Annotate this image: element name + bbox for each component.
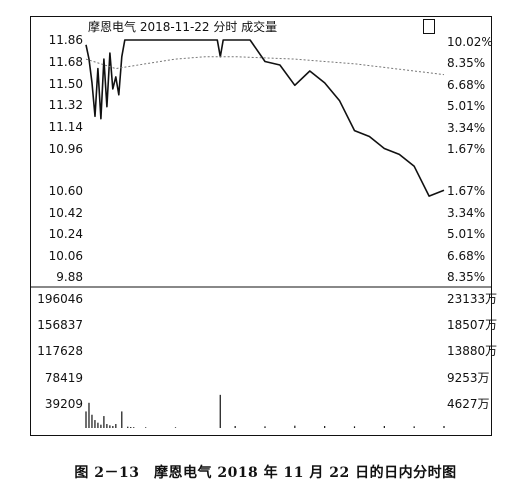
average-price-line — [85, 56, 445, 76]
price-tick-left: 11.14 — [48, 120, 83, 134]
turnover-tick-right: 4627万 — [447, 397, 490, 411]
price-tick-left: 10.42 — [48, 206, 83, 220]
volume-tick-left: 156837 — [37, 318, 83, 332]
chart-title: 摩恩电气 2018-11-22 分时 成交量 — [88, 20, 278, 34]
turnover-tick-right: 23133万 — [447, 292, 498, 306]
percent-tick-right: 8.35% — [447, 270, 486, 284]
percent-tick-right: 6.68% — [447, 78, 486, 92]
price-line — [85, 39, 445, 197]
turnover-tick-right: 18507万 — [447, 318, 498, 332]
price-tick-left: 11.32 — [48, 98, 83, 112]
figure-caption: 图 2－13 摩恩电气 2018 年 11 月 22 日的日内分时图 — [74, 465, 457, 481]
percent-tick-right: 3.34% — [447, 121, 486, 135]
volume-tick-left: 39209 — [44, 397, 83, 411]
price-tick-left: 9.88 — [56, 270, 83, 284]
percent-tick-right: 6.68% — [447, 249, 486, 263]
percent-tick-right: 1.67% — [447, 142, 486, 156]
panel-toggle-icon — [423, 19, 435, 34]
percent-tick-right: 1.67% — [447, 184, 486, 198]
price-tick-left: 10.06 — [48, 249, 83, 263]
percent-tick-right: 10.02% — [447, 35, 493, 49]
percent-tick-right: 8.35% — [447, 56, 486, 70]
price-tick-left: 11.86 — [48, 33, 83, 47]
volume-tick-left: 78419 — [44, 371, 83, 385]
percent-tick-right: 5.01% — [447, 227, 486, 241]
turnover-tick-right: 9253万 — [447, 371, 490, 385]
volume-tick-left: 117628 — [37, 344, 83, 358]
chart-frame — [30, 16, 492, 436]
percent-tick-right: 3.34% — [447, 206, 486, 220]
turnover-tick-right: 13880万 — [447, 344, 498, 358]
price-tick-left: 11.50 — [48, 77, 83, 91]
percent-tick-right: 5.01% — [447, 99, 486, 113]
price-tick-left: 10.96 — [48, 142, 83, 156]
price-tick-left: 11.68 — [48, 55, 83, 69]
price-tick-left: 10.24 — [48, 227, 83, 241]
volume-tick-left: 196046 — [37, 292, 83, 306]
price-tick-left: 10.60 — [48, 184, 83, 198]
